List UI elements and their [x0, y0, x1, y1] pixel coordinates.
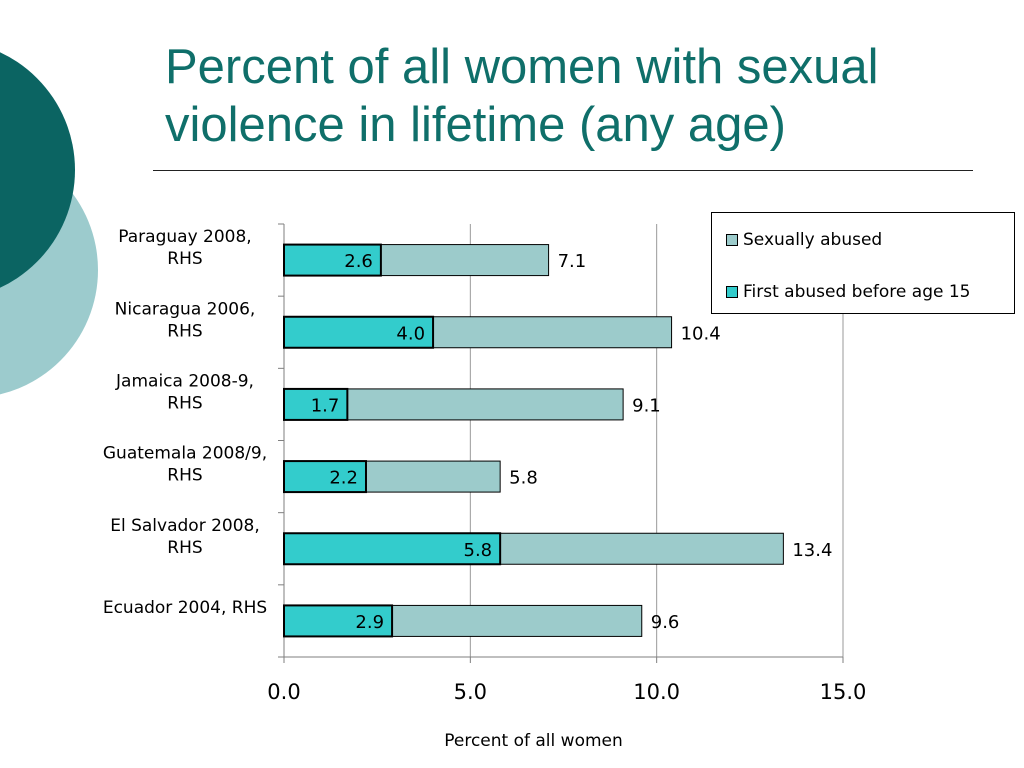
category-label-2: Jamaica 2008-9, RHS: [115, 371, 254, 413]
legend-item-sexually-abused: Sexually abused: [726, 229, 882, 251]
category-label-line-5-0: Ecuador 2004, RHS: [103, 598, 267, 618]
category-label-1: Nicaragua 2006, RHS: [115, 299, 256, 341]
x-axis-title: Percent of all women: [444, 731, 623, 751]
x-tick-label-1: 5.0: [454, 680, 487, 704]
legend-label-first-abused: First abused before age 15: [743, 282, 971, 302]
legend-label-sexually-abused: Sexually abused: [743, 230, 883, 250]
data-label-sexually-abused-3: 5.8: [509, 468, 538, 489]
category-label-line-3-0: Guatemala 2008/9,: [103, 444, 267, 464]
x-tick-label-0: 0.0: [267, 680, 300, 704]
category-label-line-0-0: Paraguay 2008,: [118, 227, 251, 247]
category-label-3: Guatemala 2008/9, RHS: [103, 444, 267, 486]
data-label-first-abused-1: 4.0: [396, 323, 425, 344]
bar-first-abused-2: [283, 387, 349, 421]
data-label-sexually-abused-1: 10.4: [681, 323, 721, 344]
bar-first-abused-3: [283, 460, 367, 494]
data-label-first-abused-0: 2.6: [344, 251, 373, 272]
data-label-first-abused-3: 2.2: [329, 468, 358, 489]
category-label-line-2-1: RHS: [167, 393, 202, 413]
data-label-first-abused-4: 5.8: [464, 540, 493, 561]
legend-swatch-first-abused: [726, 286, 738, 298]
data-label-sexually-abused-5: 9.6: [651, 612, 680, 633]
category-label-line-2-0: Jamaica 2008-9,: [115, 371, 254, 391]
decorative-dark-circle: [0, 52, 75, 288]
bar-first-abused-5: [283, 604, 394, 638]
legend-swatch-sexually-abused: [726, 234, 738, 246]
slide-title: Percent of all women with sexual violenc…: [165, 40, 879, 152]
category-label-line-3-1: RHS: [167, 466, 202, 486]
category-label-line-1-1: RHS: [167, 321, 202, 341]
data-label-sexually-abused-4: 13.4: [792, 540, 832, 561]
title-divider: [153, 170, 973, 171]
category-label-line-4-1: RHS: [167, 538, 202, 558]
data-label-first-abused-5: 2.9: [355, 612, 384, 633]
x-tick-label-3: 15.0: [820, 680, 867, 704]
category-label-0: Paraguay 2008, RHS: [118, 227, 251, 269]
category-label-line-0-1: RHS: [167, 249, 202, 269]
bar-first-abused-0: [283, 243, 382, 277]
data-label-first-abused-2: 1.7: [311, 395, 340, 416]
category-label-line-4-0: El Salvador 2008,: [110, 516, 260, 536]
x-tick-label-2: 10.0: [633, 680, 680, 704]
legend-item-first-abused: First abused before age 15: [726, 281, 971, 303]
chart-legend: Sexually abused First abused before age …: [711, 212, 1015, 314]
data-label-sexually-abused-0: 7.1: [558, 251, 587, 272]
bar-first-abused-1: [283, 315, 435, 349]
data-label-sexually-abused-2: 9.1: [632, 395, 661, 416]
category-label-5: Ecuador 2004, RHS: [103, 598, 267, 618]
category-label-line-1-0: Nicaragua 2006,: [115, 299, 256, 319]
bar-first-abused-4: [283, 532, 502, 566]
category-label-4: El Salvador 2008, RHS: [110, 516, 260, 558]
